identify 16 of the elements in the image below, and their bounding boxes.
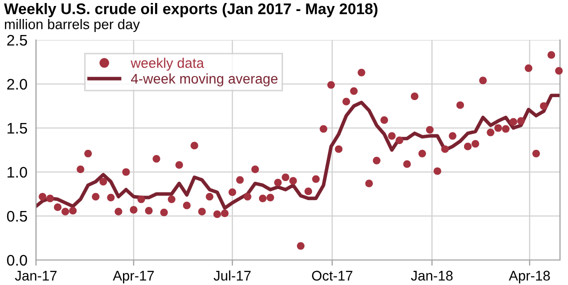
legend-label: 4-week moving average — [131, 73, 278, 86]
x-tick-label: Jan-18 — [410, 270, 453, 281]
x-tick-label: Apr-17 — [112, 270, 154, 284]
y-tick-label: 2.0 — [7, 78, 28, 90]
y-tick-label: 2.5 — [7, 34, 28, 46]
chart-title: Weekly U.S. crude oil exports (Jan 2017 - May 2018) — [4, 3, 378, 18]
y-tick-label: 0.5 — [7, 210, 28, 222]
x-tick-label: Jul-17 — [214, 270, 251, 281]
y-tick-label: 1.5 — [8, 123, 28, 134]
x-tick-label: Jan-17 — [14, 270, 57, 281]
y-tick-label: 0.0 — [7, 254, 28, 266]
y-tick-label: 1.0 — [8, 166, 28, 178]
x-tick-label: Apr-18 — [508, 270, 550, 284]
chart-subtitle: million barrels per day — [4, 19, 140, 32]
legend-label: weekly data — [130, 58, 204, 71]
x-tick-label: Oct-17 — [312, 270, 352, 281]
